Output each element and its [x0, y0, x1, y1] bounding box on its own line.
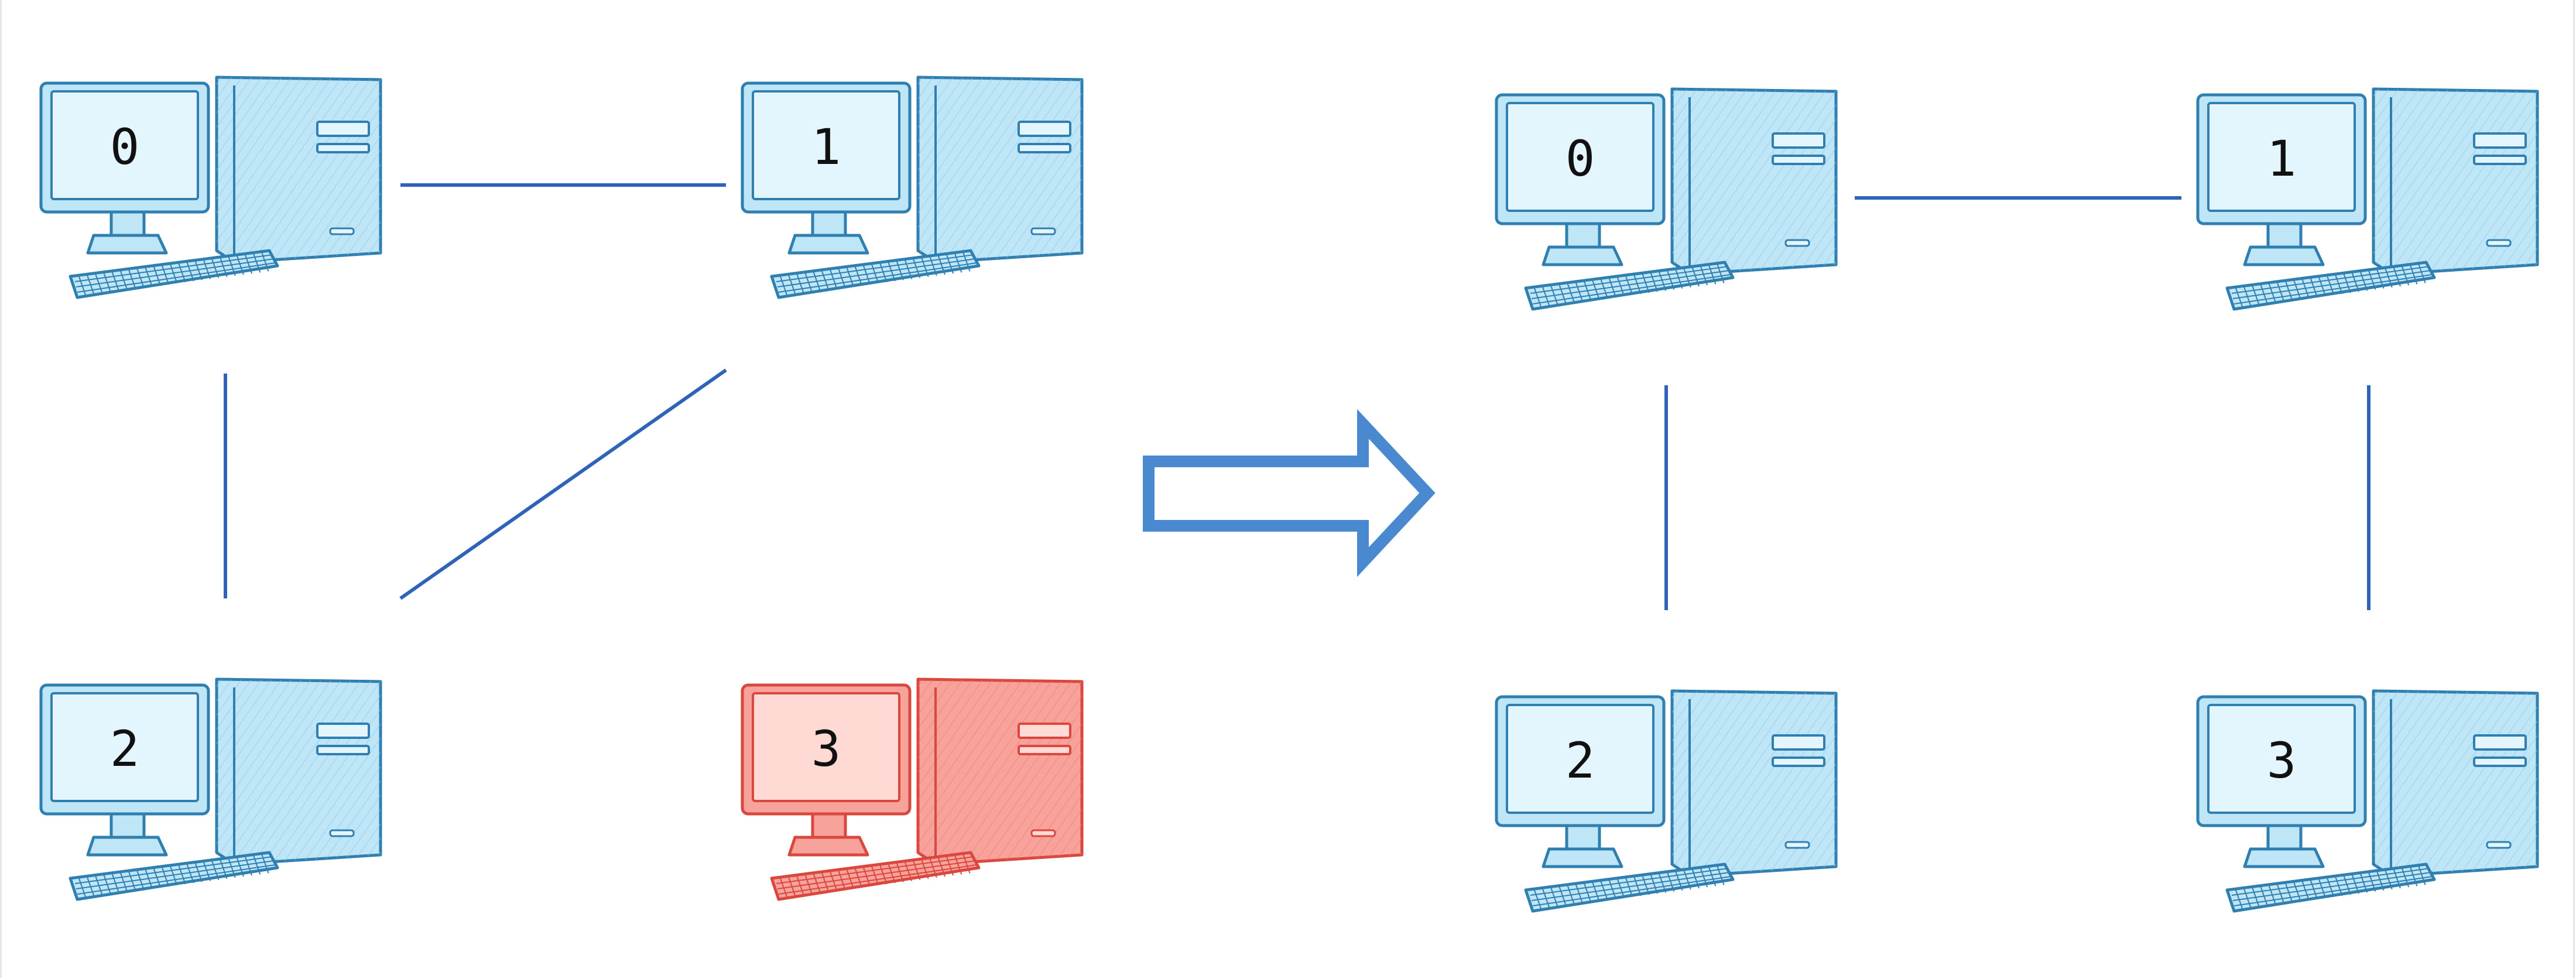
node-label: 1 — [811, 118, 841, 176]
computer-node-1: 1 — [2196, 87, 2539, 311]
tower-case — [1670, 689, 1838, 878]
monitor-stand — [2243, 221, 2325, 266]
keyboard — [2225, 261, 2436, 311]
tower-case — [2372, 87, 2539, 276]
computer-node-0: 0 — [1495, 87, 1838, 311]
monitor — [741, 81, 912, 214]
monitor-stand — [787, 209, 869, 255]
after-links — [1664, 196, 2371, 610]
node-label: 3 — [2267, 732, 2297, 789]
monitor — [741, 683, 912, 816]
monitor — [39, 81, 210, 214]
tower-case — [916, 76, 1084, 264]
monitor — [39, 683, 210, 816]
computer-node-2: 2 — [39, 677, 382, 901]
node-label: 0 — [110, 118, 140, 176]
node-label: 1 — [2267, 130, 2297, 187]
keyboard — [68, 851, 279, 901]
monitor — [1495, 93, 1666, 225]
computer-node-3: 3 — [2196, 689, 2539, 913]
tower-case — [1670, 87, 1838, 276]
keyboard — [68, 249, 279, 299]
keyboard — [1524, 862, 1735, 913]
monitor — [2196, 93, 2367, 225]
before-links — [224, 183, 727, 600]
monitor-stand — [1542, 823, 1623, 868]
computer-node-3-failed: 3 — [741, 677, 1084, 901]
computer-node-1: 1 — [741, 76, 1084, 299]
monitor-stand — [2243, 823, 2325, 868]
monitor-stand — [86, 811, 168, 857]
monitor-stand — [787, 811, 869, 857]
right-arrow-icon — [1143, 409, 1436, 577]
node-label: 2 — [110, 720, 140, 778]
computer-node-2: 2 — [1495, 689, 1838, 913]
node-label: 0 — [1566, 130, 1595, 187]
tower-case — [916, 677, 1084, 866]
keyboard — [770, 249, 981, 299]
node-label: 2 — [1566, 732, 1595, 789]
keyboard — [2225, 862, 2436, 913]
monitor-stand — [1542, 221, 1623, 266]
keyboard — [1524, 261, 1735, 311]
link-1-2 — [399, 368, 727, 600]
monitor — [2196, 695, 2367, 827]
computer-node-0: 0 — [39, 76, 382, 299]
keyboard — [770, 851, 981, 901]
monitor — [1495, 695, 1666, 827]
tower-case — [215, 76, 382, 264]
tower-case — [215, 677, 382, 866]
tower-case — [2372, 689, 2539, 878]
node-label: 3 — [811, 720, 841, 778]
monitor-stand — [86, 209, 168, 255]
